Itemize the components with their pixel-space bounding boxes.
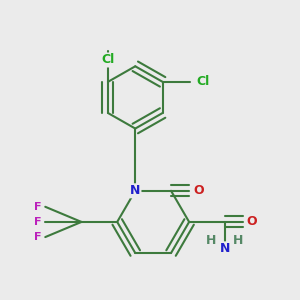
Text: H: H <box>233 234 244 247</box>
Text: N: N <box>130 184 140 197</box>
Text: O: O <box>193 184 204 197</box>
Text: H: H <box>206 234 217 247</box>
Text: F: F <box>34 202 41 212</box>
Text: O: O <box>246 215 257 228</box>
Text: F: F <box>34 232 41 242</box>
Text: F: F <box>34 217 41 227</box>
Text: Cl: Cl <box>101 53 115 67</box>
Text: N: N <box>220 242 230 255</box>
Text: Cl: Cl <box>196 75 209 88</box>
